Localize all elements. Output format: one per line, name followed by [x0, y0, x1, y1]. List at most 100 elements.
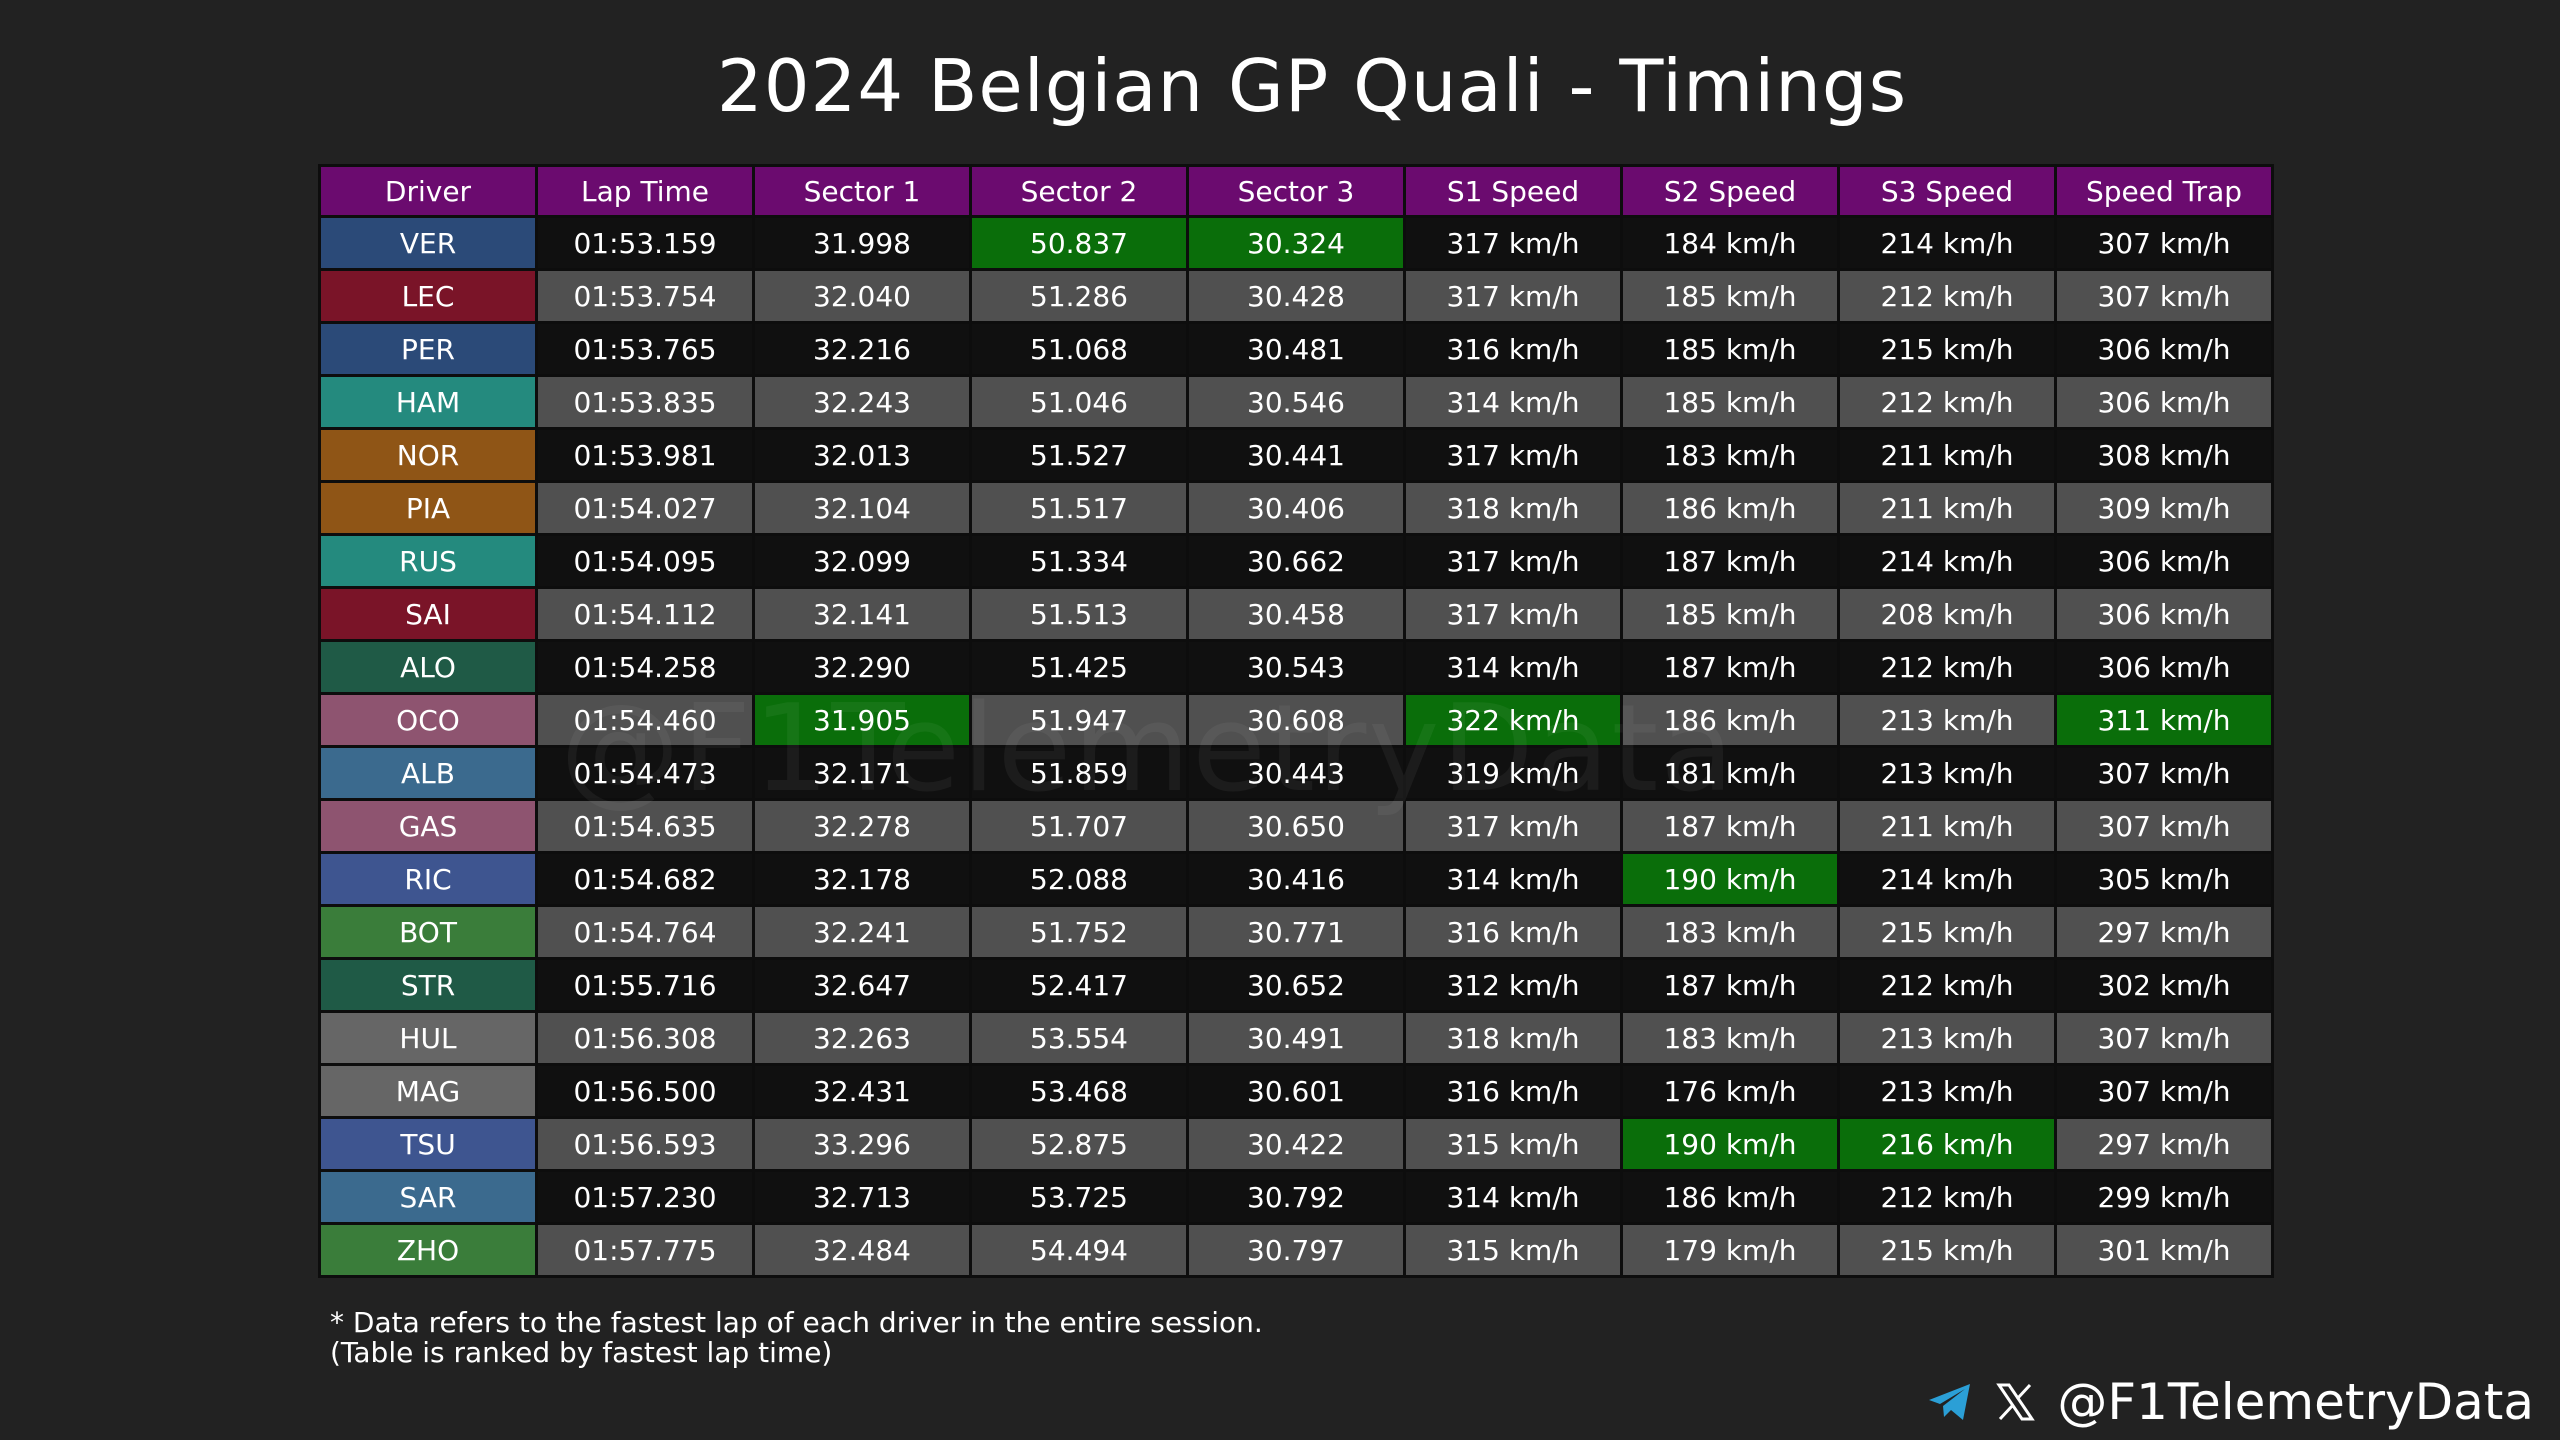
x-icon [1995, 1382, 2036, 1422]
driver-cell: OCO [321, 695, 535, 745]
table-row: GAS 01:54.635 32.278 51.707 30.650 317 km/h 18… [321, 801, 2271, 851]
table-cell: 215 km/h [1840, 324, 2054, 374]
column-header: S1 Speed [1406, 167, 1620, 215]
table-row: ZHO 01:57.775 32.484 54.494 30.797 315 km/h 17… [321, 1225, 2271, 1275]
table-cell: 53.725 [972, 1172, 1186, 1222]
table-row: SAI 01:54.112 32.141 51.513 30.458 317 km/h 18… [321, 589, 2271, 639]
table-cell: 30.662 [1189, 536, 1403, 586]
table-cell: 51.425 [972, 642, 1186, 692]
table-cell: 32.278 [755, 801, 969, 851]
table-cell: 01:56.500 [538, 1066, 752, 1116]
table-cell: 212 km/h [1840, 642, 2054, 692]
table-cell: 30.441 [1189, 430, 1403, 480]
table-cell: 307 km/h [2057, 1066, 2271, 1116]
table-cell: 214 km/h [1840, 218, 2054, 268]
table-cell: 30.650 [1189, 801, 1403, 851]
table-cell: 216 km/h [1840, 1119, 2054, 1169]
table-cell: 315 km/h [1406, 1225, 1620, 1275]
table-cell: 312 km/h [1406, 960, 1620, 1010]
social-handle: @F1TelemetryData [2057, 1373, 2534, 1431]
table-cell: 211 km/h [1840, 430, 2054, 480]
table-cell: 318 km/h [1406, 1013, 1620, 1063]
table-cell: 306 km/h [2057, 642, 2271, 692]
table-cell: 30.324 [1189, 218, 1403, 268]
table-cell: 30.546 [1189, 377, 1403, 427]
driver-cell: RIC [321, 854, 535, 904]
table-cell: 315 km/h [1406, 1119, 1620, 1169]
table-cell: 30.422 [1189, 1119, 1403, 1169]
table-cell: 306 km/h [2057, 377, 2271, 427]
table-cell: 185 km/h [1623, 589, 1837, 639]
table-cell: 311 km/h [2057, 695, 2271, 745]
table-cell: 212 km/h [1840, 271, 2054, 321]
footnote-line-2: (Table is ranked by fastest lap time) [330, 1336, 833, 1369]
table-cell: 01:53.765 [538, 324, 752, 374]
table-cell: 322 km/h [1406, 695, 1620, 745]
table-cell: 307 km/h [2057, 748, 2271, 798]
table-row: ALO 01:54.258 32.290 51.425 30.543 314 km/h 18… [321, 642, 2271, 692]
table-row: HAM 01:53.835 32.243 51.046 30.546 314 km/h 18… [321, 377, 2271, 427]
table-cell: 32.241 [755, 907, 969, 957]
table-cell: 30.608 [1189, 695, 1403, 745]
table-cell: 53.468 [972, 1066, 1186, 1116]
table-cell: 32.713 [755, 1172, 969, 1222]
table-cell: 183 km/h [1623, 430, 1837, 480]
table-row: STR 01:55.716 32.647 52.417 30.652 312 km/h 18… [321, 960, 2271, 1010]
column-header: Driver [321, 167, 535, 215]
table-row: TSU 01:56.593 33.296 52.875 30.422 315 km/h 19… [321, 1119, 2271, 1169]
table-cell: 309 km/h [2057, 483, 2271, 533]
table-cell: 32.141 [755, 589, 969, 639]
driver-cell: BOT [321, 907, 535, 957]
table-cell: 30.443 [1189, 748, 1403, 798]
table-cell: 51.068 [972, 324, 1186, 374]
driver-cell: STR [321, 960, 535, 1010]
table-cell: 30.797 [1189, 1225, 1403, 1275]
driver-cell: PER [321, 324, 535, 374]
column-header: S2 Speed [1623, 167, 1837, 215]
table-cell: 208 km/h [1840, 589, 2054, 639]
table-cell: 32.431 [755, 1066, 969, 1116]
table-row: PIA 01:54.027 32.104 51.517 30.406 318 km/h 18… [321, 483, 2271, 533]
driver-cell: SAI [321, 589, 535, 639]
table-cell: 314 km/h [1406, 377, 1620, 427]
table-row: LEC 01:53.754 32.040 51.286 30.428 317 km/h 18… [321, 271, 2271, 321]
table-cell: 215 km/h [1840, 1225, 2054, 1275]
table-cell: 51.046 [972, 377, 1186, 427]
social-credit: @F1TelemetryData [1927, 1372, 2534, 1432]
timings-table: Driver Lap Time Sector 1 Sector 2 Sector 3 S1… [318, 164, 2274, 1278]
table-cell: 01:57.775 [538, 1225, 752, 1275]
table-row: BOT 01:54.764 32.241 51.752 30.771 316 km/h 18… [321, 907, 2271, 957]
table-cell: 181 km/h [1623, 748, 1837, 798]
table-cell: 51.707 [972, 801, 1186, 851]
column-header: Sector 2 [972, 167, 1186, 215]
table-cell: 314 km/h [1406, 1172, 1620, 1222]
table-cell: 01:53.835 [538, 377, 752, 427]
table-cell: 317 km/h [1406, 801, 1620, 851]
table-cell: 306 km/h [2057, 589, 2271, 639]
table-cell: 307 km/h [2057, 801, 2271, 851]
table-header-row: Driver Lap Time Sector 1 Sector 2 Sector 3 S1… [321, 167, 2271, 215]
table-cell: 297 km/h [2057, 907, 2271, 957]
table-cell: 51.752 [972, 907, 1186, 957]
table-cell: 190 km/h [1623, 854, 1837, 904]
driver-cell: RUS [321, 536, 535, 586]
table-cell: 01:53.159 [538, 218, 752, 268]
table-cell: 184 km/h [1623, 218, 1837, 268]
table-row: MAG 01:56.500 32.431 53.468 30.601 316 km/h 17… [321, 1066, 2271, 1116]
driver-cell: HAM [321, 377, 535, 427]
table-cell: 32.484 [755, 1225, 969, 1275]
column-header: S3 Speed [1840, 167, 2054, 215]
table-cell: 32.178 [755, 854, 969, 904]
table-cell: 30.491 [1189, 1013, 1403, 1063]
table-cell: 213 km/h [1840, 748, 2054, 798]
table-cell: 213 km/h [1840, 695, 2054, 745]
driver-cell: TSU [321, 1119, 535, 1169]
table-cell: 307 km/h [2057, 271, 2271, 321]
table-row: RUS 01:54.095 32.099 51.334 30.662 317 km/h 18… [321, 536, 2271, 586]
table-cell: 01:57.230 [538, 1172, 752, 1222]
table-cell: 52.875 [972, 1119, 1186, 1169]
table-cell: 01:54.258 [538, 642, 752, 692]
table-cell: 31.905 [755, 695, 969, 745]
table-row: RIC 01:54.682 32.178 52.088 30.416 314 km/h 19… [321, 854, 2271, 904]
table-cell: 30.771 [1189, 907, 1403, 957]
